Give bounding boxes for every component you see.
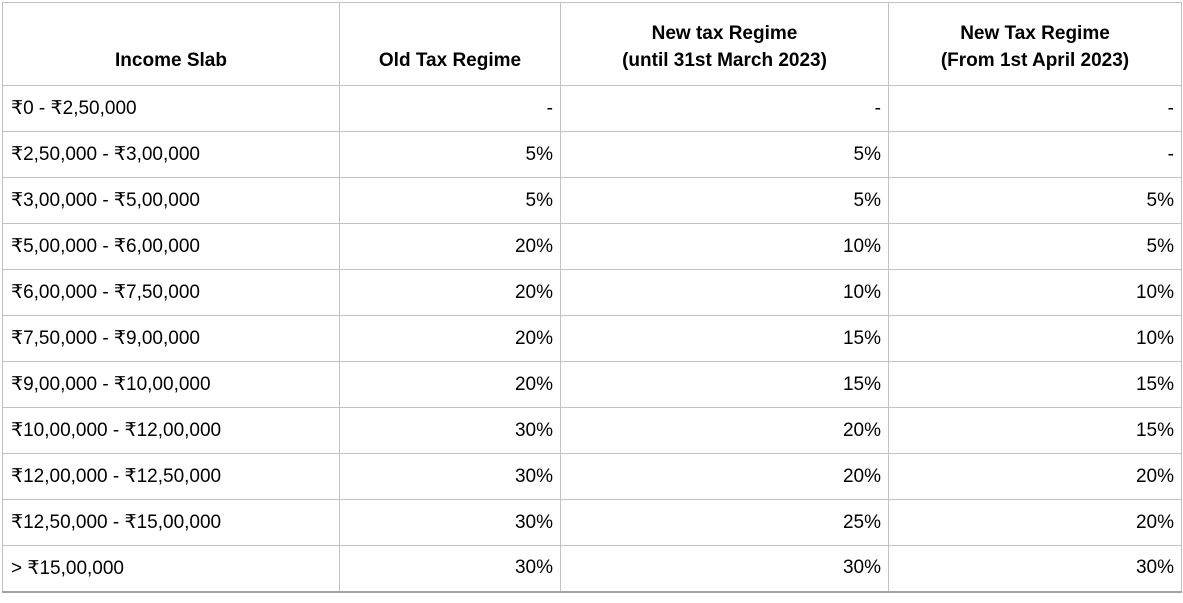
income-slab-cell: ₹7,50,000 - ₹9,00,000	[2, 315, 340, 362]
new-regime-until-cell: -	[560, 85, 889, 132]
column-header-subLabel: (until 31st March 2023)	[622, 50, 827, 71]
new-regime-from-cell: 15%	[888, 407, 1182, 454]
new-regime-from-cell: -	[888, 131, 1182, 178]
column-header-label: Old Tax Regime	[378, 50, 522, 71]
income-slab-cell: ₹10,00,000 - ₹12,00,000	[2, 407, 340, 454]
new-regime-until-cell: 25%	[560, 499, 889, 546]
table-row: ₹0 - ₹2,50,000 - - -	[2, 85, 1182, 132]
income-slab-cell: ₹3,00,000 - ₹5,00,000	[2, 177, 340, 224]
new-regime-until-cell: 30%	[560, 545, 889, 592]
table-row: ₹10,00,000 - ₹12,00,000 30% 20% 15%	[2, 407, 1182, 454]
table-header: Income Slab Old Tax Regime New tax Regim…	[2, 2, 1182, 86]
table-row: ₹6,00,000 - ₹7,50,000 20% 10% 10%	[2, 269, 1182, 316]
new-regime-from-cell: 20%	[888, 453, 1182, 500]
old-regime-rate-cell: 20%	[339, 315, 561, 362]
table-row: ₹3,00,000 - ₹5,00,000 5% 5% 5%	[2, 177, 1182, 224]
income-slab-cell: ₹12,50,000 - ₹15,00,000	[2, 499, 340, 546]
new-regime-from-cell: 15%	[888, 361, 1182, 408]
table-row: ₹5,00,000 - ₹6,00,000 20% 10% 5%	[2, 223, 1182, 270]
old-regime-rate-cell: 20%	[339, 269, 561, 316]
old-regime-rate-cell: 30%	[339, 545, 561, 592]
new-regime-until-cell: 5%	[560, 131, 889, 178]
income-tax-regime-table: Income Slab Old Tax Regime New tax Regim…	[2, 2, 1182, 593]
new-regime-until-cell: 5%	[560, 177, 889, 224]
income-slab-cell: > ₹15,00,000	[2, 545, 340, 592]
new-regime-until-cell: 20%	[560, 453, 889, 500]
income-slab-cell: ₹9,00,000 - ₹10,00,000	[2, 361, 340, 408]
header-row: Income Slab Old Tax Regime New tax Regim…	[2, 2, 1182, 86]
table-body: ₹0 - ₹2,50,000 - - - ₹2,50,000 - ₹3,00,0…	[2, 85, 1182, 592]
column-header-label: Income Slab	[115, 50, 227, 71]
new-regime-until-cell: 20%	[560, 407, 889, 454]
new-regime-until-cell: 10%	[560, 223, 889, 270]
column-header-label: New tax Regime	[651, 23, 798, 44]
column-header-old-tax-regime: Old Tax Regime	[339, 2, 561, 86]
new-regime-from-cell: 5%	[888, 223, 1182, 270]
old-regime-rate-cell: 30%	[339, 407, 561, 454]
old-regime-rate-cell: 20%	[339, 223, 561, 270]
new-regime-until-cell: 15%	[560, 315, 889, 362]
income-slab-cell: ₹2,50,000 - ₹3,00,000	[2, 131, 340, 178]
new-regime-from-cell: 10%	[888, 269, 1182, 316]
tax-comparison-table-wrapper: Income Slab Old Tax Regime New tax Regim…	[2, 2, 1182, 593]
old-regime-rate-cell: 5%	[339, 131, 561, 178]
new-regime-until-cell: 10%	[560, 269, 889, 316]
income-slab-cell: ₹5,00,000 - ₹6,00,000	[2, 223, 340, 270]
table-row: ₹12,00,000 - ₹12,50,000 30% 20% 20%	[2, 453, 1182, 500]
table-row: > ₹15,00,000 30% 30% 30%	[2, 545, 1182, 592]
column-header-new-tax-regime-until: New tax Regime (until 31st March 2023)	[560, 2, 889, 86]
income-slab-cell: ₹0 - ₹2,50,000	[2, 85, 340, 132]
new-regime-from-cell: -	[888, 85, 1182, 132]
column-header-label: New Tax Regime	[960, 23, 1110, 44]
new-regime-from-cell: 10%	[888, 315, 1182, 362]
old-regime-rate-cell: 30%	[339, 453, 561, 500]
new-regime-from-cell: 20%	[888, 499, 1182, 546]
old-regime-rate-cell: 20%	[339, 361, 561, 408]
column-header-subLabel: (From 1st April 2023)	[940, 50, 1130, 71]
column-header-income-slab: Income Slab	[2, 2, 340, 86]
table-row: ₹2,50,000 - ₹3,00,000 5% 5% -	[2, 131, 1182, 178]
income-slab-cell: ₹12,00,000 - ₹12,50,000	[2, 453, 340, 500]
table-row: ₹12,50,000 - ₹15,00,000 30% 25% 20%	[2, 499, 1182, 546]
column-header-new-tax-regime-from: New Tax Regime (From 1st April 2023)	[888, 2, 1182, 86]
table-row: ₹7,50,000 - ₹9,00,000 20% 15% 10%	[2, 315, 1182, 362]
new-regime-from-cell: 5%	[888, 177, 1182, 224]
old-regime-rate-cell: -	[339, 85, 561, 132]
old-regime-rate-cell: 30%	[339, 499, 561, 546]
new-regime-from-cell: 30%	[888, 545, 1182, 592]
income-slab-cell: ₹6,00,000 - ₹7,50,000	[2, 269, 340, 316]
table-row: ₹9,00,000 - ₹10,00,000 20% 15% 15%	[2, 361, 1182, 408]
old-regime-rate-cell: 5%	[339, 177, 561, 224]
new-regime-until-cell: 15%	[560, 361, 889, 408]
